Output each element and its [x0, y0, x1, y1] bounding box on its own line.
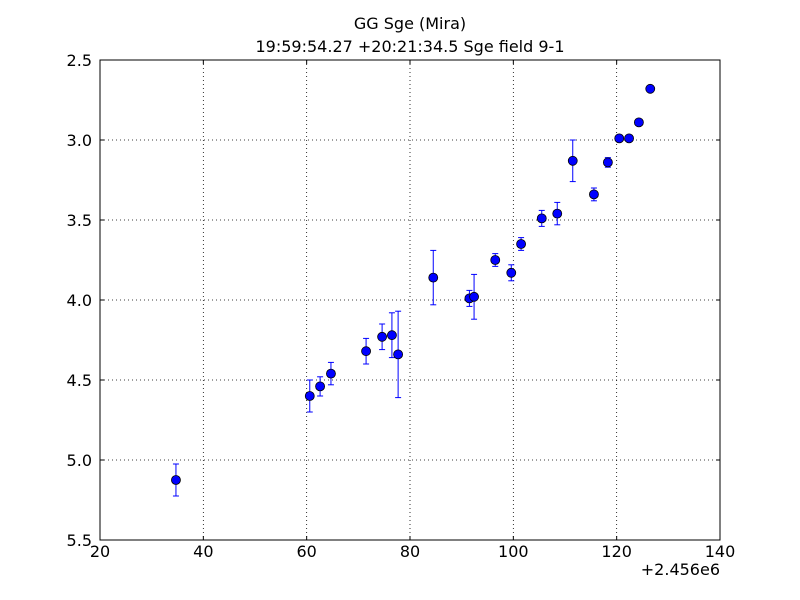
point — [387, 330, 397, 341]
point — [361, 346, 371, 357]
x-tick-label: 20 — [90, 542, 110, 561]
point — [469, 291, 479, 302]
point — [536, 213, 547, 224]
x-tick-label: 40 — [193, 542, 213, 561]
point — [589, 189, 599, 200]
x-tick-label: 60 — [296, 542, 316, 561]
y-tick-label: 3.5 — [67, 211, 92, 230]
point — [645, 83, 656, 94]
x-tick-label: 120 — [601, 542, 632, 561]
x-tick-label: 140 — [705, 542, 736, 561]
x-offset-label: +2.456e6 — [641, 560, 720, 579]
point — [506, 267, 517, 278]
chart-title: GG Sge (Mira) — [354, 14, 466, 33]
point — [633, 117, 644, 128]
point — [614, 133, 625, 144]
point — [171, 475, 181, 485]
x-tick-label: 80 — [400, 542, 420, 561]
x-tick-label: 100 — [498, 542, 529, 561]
y-tick-label: 4.5 — [67, 371, 92, 390]
point — [552, 208, 563, 219]
y-tick-label: 3.0 — [67, 131, 92, 150]
point — [304, 391, 315, 401]
y-tick-label: 2.5 — [67, 51, 92, 70]
point — [315, 381, 326, 392]
point — [326, 368, 336, 379]
chart-subtitle: 19:59:54.27 +20:21:34.5 Sge field 9-1 — [256, 37, 565, 56]
y-tick-label: 5.0 — [67, 451, 92, 470]
point — [602, 157, 613, 168]
point — [624, 133, 634, 144]
point — [393, 349, 404, 360]
point — [567, 155, 578, 166]
y-tick-label: 4.0 — [67, 291, 92, 310]
point — [377, 331, 388, 342]
point — [516, 239, 526, 249]
plot-frame — [99, 59, 721, 541]
y-tick-label: 5.5 — [67, 531, 92, 550]
point — [428, 272, 439, 283]
point — [490, 255, 501, 265]
